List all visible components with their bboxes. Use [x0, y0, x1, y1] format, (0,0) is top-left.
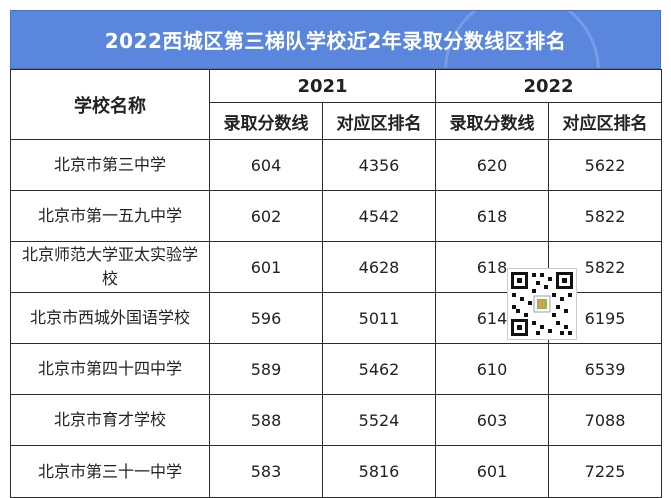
school-name-cell: 北京市第三十一中学	[10, 445, 210, 498]
school-name-cell: 北京市第四十四中学	[10, 343, 210, 395]
rank-2021-cell: 4356	[321, 139, 437, 191]
score-2022-cell: 601	[435, 445, 550, 498]
table-title-banner: 2022西城区第三梯队学校近2年录取分数线区排名	[10, 10, 661, 69]
score-2021-cell: 604	[209, 139, 323, 191]
rank-2021-cell: 5524	[321, 394, 437, 446]
score-2022-cell: 620	[435, 139, 550, 191]
header-score-2022: 录取分数线	[435, 102, 550, 140]
rank-2021-cell: 4628	[321, 241, 437, 293]
header-year-2022: 2022	[435, 69, 663, 103]
header-year-2021: 2021	[208, 69, 437, 103]
school-name-cell: 北京市育才学校	[10, 394, 210, 446]
rank-2021-cell: 5462	[321, 343, 437, 395]
score-2021-cell: 602	[209, 190, 323, 242]
rank-2021-cell: 5011	[321, 292, 437, 344]
score-2021-cell: 583	[209, 445, 323, 498]
score-table: 学校名称 2021 2022 录取分数线 对应区排名 录取分数线 对应区排名 北…	[10, 69, 663, 498]
rank-2022-cell: 7225	[548, 445, 663, 498]
table-row: 北京市育才学校 588 5524 603 7088	[10, 394, 663, 446]
rank-2021-cell: 5816	[321, 445, 437, 498]
table-row: 北京市第四十四中学 589 5462 610 6539	[10, 343, 663, 395]
score-2022-cell: 603	[435, 394, 550, 446]
score-2021-cell: 601	[209, 241, 323, 293]
header-row-metrics: 录取分数线 对应区排名 录取分数线 对应区排名	[11, 102, 663, 140]
school-name-cell: 北京市第三中学	[10, 139, 210, 191]
table-row: 北京市第三十一中学 583 5816 601 7225	[10, 445, 663, 498]
score-2022-cell: 618	[435, 190, 550, 242]
school-name-cell: 北京师范大学亚太实验学校	[10, 241, 210, 293]
score-2022-cell: 610	[435, 343, 550, 395]
school-name-cell: 北京市第一五九中学	[10, 190, 210, 242]
header-rank-2021: 对应区排名	[321, 102, 437, 140]
header-school-name: 学校名称	[10, 69, 210, 140]
rank-2021-cell: 4542	[321, 190, 437, 242]
table-row: 北京市第三中学 604 4356 620 5622	[10, 139, 663, 191]
rank-2022-cell: 5622	[548, 139, 663, 191]
school-name-cell: 北京市西城外国语学校	[10, 292, 210, 344]
score-2021-cell: 589	[209, 343, 323, 395]
score-2021-cell: 596	[209, 292, 323, 344]
table-row: 北京市西城外国语学校 596 5011 614 6195	[10, 292, 663, 344]
qr-code-graphic	[508, 269, 576, 339]
header-rank-2022: 对应区排名	[548, 102, 663, 140]
header-row-years: 学校名称 2021 2022	[10, 69, 663, 140]
table-title: 2022西城区第三梯队学校近2年录取分数线区排名	[104, 29, 567, 53]
qr-code-icon[interactable]	[507, 268, 577, 340]
score-2021-cell: 588	[209, 394, 323, 446]
rank-2022-cell: 5822	[548, 190, 663, 242]
table-row: 北京市第一五九中学 602 4542 618 5822	[10, 190, 663, 242]
header-score-2021: 录取分数线	[209, 102, 323, 140]
rank-2022-cell: 7088	[548, 394, 663, 446]
rank-2022-cell: 6539	[548, 343, 663, 395]
